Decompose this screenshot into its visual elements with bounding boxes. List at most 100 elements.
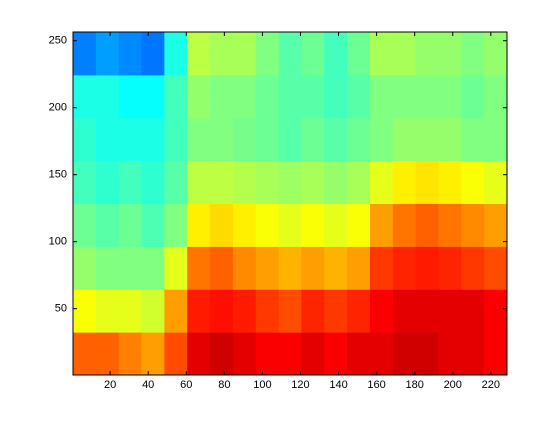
heatmap-cell (392, 74, 417, 119)
heatmap-cell (95, 289, 120, 333)
x-tick-label: 180 (406, 379, 424, 391)
y-tick-label: 200 (49, 102, 67, 114)
heatmap-cell (141, 246, 165, 290)
heatmap-cell (141, 289, 165, 333)
heatmap-cell (484, 160, 508, 204)
heatmap-cell (210, 117, 234, 162)
heatmap-cell (164, 289, 188, 333)
heatmap-cell (73, 332, 97, 376)
heatmap-cell (164, 117, 188, 162)
heatmap-cell (461, 332, 485, 376)
heatmap-cell (484, 332, 508, 376)
heatmap-cell (347, 32, 371, 76)
heatmap-cell (232, 74, 257, 119)
heatmap-cell (141, 332, 165, 376)
heatmap-cell (255, 160, 280, 204)
heatmap-cell (232, 160, 257, 204)
heatmap-cell (301, 74, 325, 119)
heatmap-cell (210, 203, 234, 247)
heatmap-cell (415, 160, 439, 204)
heatmap-cell (255, 332, 280, 376)
heatmap-cell (347, 117, 371, 162)
heatmap-cell (187, 203, 211, 247)
heatmap-cell (392, 289, 417, 333)
heatmap-cell (278, 332, 302, 376)
heatmap-cell (210, 289, 234, 333)
heatmap-cell (324, 332, 348, 376)
heatmap-cell (118, 32, 143, 76)
heatmap-cell (324, 289, 348, 333)
heatmap-cell (369, 203, 394, 247)
heatmap-cell (392, 117, 417, 162)
heatmap-cell (278, 203, 302, 247)
heatmap-cell (255, 203, 280, 247)
heatmap-cell (461, 117, 485, 162)
heatmap-cell (369, 160, 394, 204)
heatmap-cell (438, 246, 462, 290)
heatmap-cell (438, 117, 462, 162)
heatmap-cell (278, 32, 302, 76)
heatmap-cell (392, 203, 417, 247)
heatmap-cell (438, 32, 462, 76)
heatmap-cell (95, 203, 120, 247)
heatmap-cell (164, 32, 188, 76)
x-tick-label: 120 (291, 379, 309, 391)
heatmap-cell (141, 74, 165, 119)
axes-box (72, 31, 508, 376)
heatmap-cell (187, 246, 211, 290)
heatmap-cell (278, 246, 302, 290)
heatmap-cell (347, 160, 371, 204)
heatmap-cell (164, 203, 188, 247)
heatmap-cell (347, 203, 371, 247)
heatmap-cell (118, 246, 143, 290)
heatmap-cell (392, 160, 417, 204)
heatmap-cell (461, 160, 485, 204)
heatmap-cell (210, 32, 234, 76)
heatmap-cell (369, 246, 394, 290)
heatmap-cell (392, 32, 417, 76)
y-tick-label: 150 (49, 169, 67, 181)
heatmap-cell (484, 32, 508, 76)
heatmap-cell (118, 160, 143, 204)
heatmap-cell (164, 332, 188, 376)
heatmap-cell (484, 117, 508, 162)
heatmap-cell (73, 32, 97, 76)
heatmap-cell (369, 332, 394, 376)
heatmap-cell (255, 32, 280, 76)
heatmap-cell (415, 289, 439, 333)
heatmap-cell (95, 117, 120, 162)
heatmap-cell (461, 246, 485, 290)
heatmap-cell (324, 74, 348, 119)
heatmap-cell (95, 32, 120, 76)
heatmap-cell (392, 332, 417, 376)
x-tick-label: 80 (218, 379, 230, 391)
heatmap-cell (187, 332, 211, 376)
heatmap-cell (255, 74, 280, 119)
heatmap-cell (73, 246, 97, 290)
heatmap-cell (210, 74, 234, 119)
heatmap-cell (484, 203, 508, 247)
heatmap-cell (415, 246, 439, 290)
x-tick-label: 40 (142, 379, 154, 391)
heatmap-cell (484, 246, 508, 290)
heatmap-cell (232, 203, 257, 247)
heatmap-cell (438, 160, 462, 204)
heatmap-cell (461, 74, 485, 119)
heatmap-cell (301, 32, 325, 76)
heatmap-cell (392, 246, 417, 290)
x-tick-label: 20 (104, 379, 116, 391)
x-tick-label: 100 (253, 379, 271, 391)
y-tick-label: 250 (49, 35, 67, 47)
heatmap-cell (187, 117, 211, 162)
y-tick-label: 100 (49, 236, 67, 248)
heatmap-cell (369, 289, 394, 333)
heatmap-cell (438, 332, 462, 376)
heatmap-cell (73, 74, 97, 119)
heatmap-cell (324, 32, 348, 76)
heatmap-cell (187, 32, 211, 76)
heatmap-cell (461, 289, 485, 333)
heatmap-cell (255, 117, 280, 162)
heatmap-cell (187, 160, 211, 204)
heatmap-cell (324, 160, 348, 204)
